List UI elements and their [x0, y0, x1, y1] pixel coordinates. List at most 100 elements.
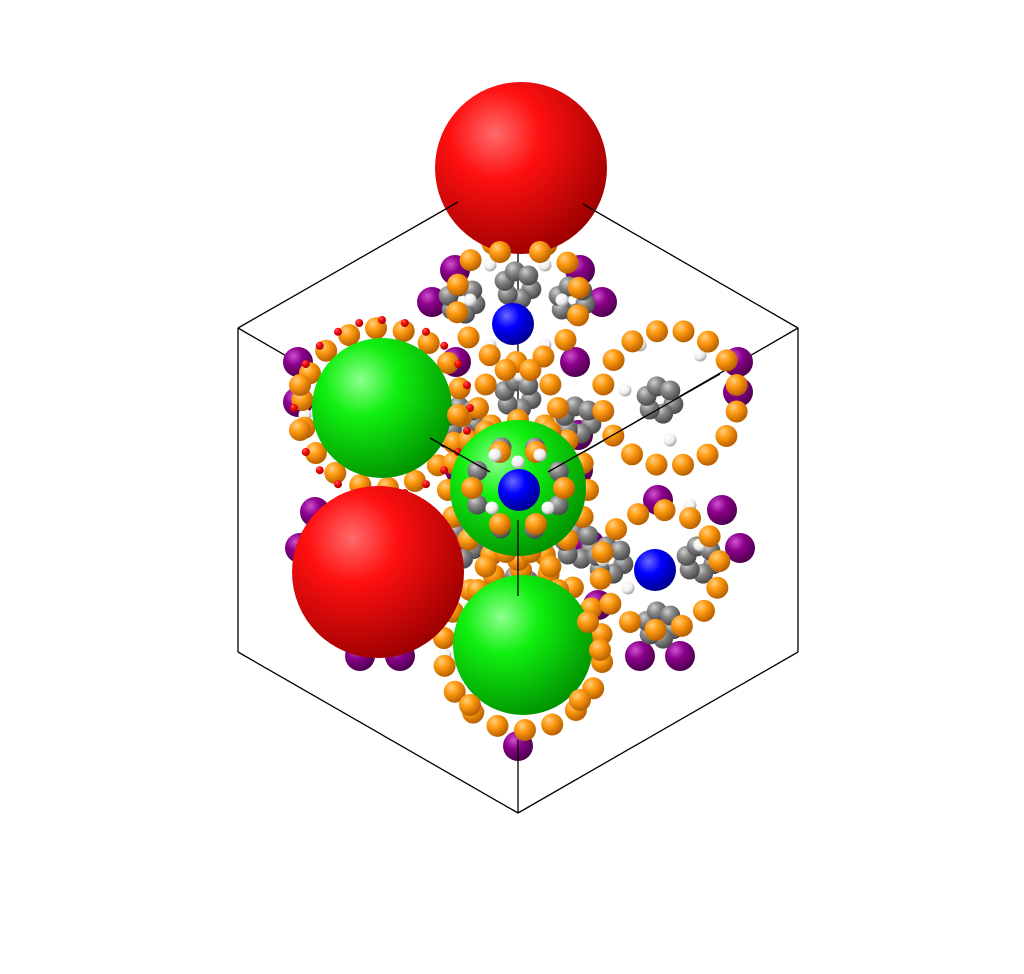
oxygen-atom	[554, 328, 577, 351]
oxygen-atom	[605, 518, 628, 541]
pore-rim	[400, 318, 409, 327]
halogen-atom	[707, 495, 737, 525]
oxygen-atom	[708, 550, 731, 573]
cell-edge	[582, 203, 799, 329]
oxygen-atom	[644, 618, 667, 641]
oxygen-atom	[459, 694, 481, 716]
oxygen-atom	[556, 251, 579, 274]
pore-rim	[301, 448, 310, 456]
oxygen-atom	[627, 503, 650, 526]
oxygen-atom	[529, 241, 551, 263]
cell-edge	[237, 651, 519, 814]
pore-sphere-red	[292, 486, 464, 658]
halogen-atom	[560, 347, 590, 377]
pore-rim	[463, 426, 472, 435]
oxygen-atom	[489, 513, 511, 535]
hydrogen-atom	[485, 501, 499, 515]
pore-sphere-green	[453, 575, 593, 715]
oxygen-atom	[289, 374, 311, 396]
oxygen-atom	[494, 358, 517, 381]
atom-layer	[283, 82, 755, 761]
oxygen-atom	[715, 424, 738, 447]
oxygen-atom	[417, 332, 440, 355]
oxygen-atom	[591, 541, 614, 564]
carbon-atom	[467, 494, 488, 515]
oxygen-atom	[698, 525, 721, 548]
oxygen-atom	[599, 592, 622, 615]
oxygen-atom	[725, 400, 748, 423]
oxygen-atom	[474, 555, 497, 578]
oxygen-atom	[541, 713, 564, 736]
oxygen-atom	[304, 442, 327, 465]
hydrogen-atom	[621, 581, 635, 595]
carbon-atom	[660, 380, 681, 401]
oxygen-atom	[392, 319, 415, 342]
pore-sphere-red	[435, 82, 607, 254]
pore-rim	[422, 480, 430, 489]
oxygen-atom	[567, 304, 590, 327]
oxygen-atom	[446, 301, 469, 324]
oxygen-atom	[577, 611, 599, 633]
oxygen-atom	[569, 689, 591, 711]
hydrogen-atom	[663, 433, 677, 447]
oxygen-atom	[589, 567, 612, 590]
pore-sphere-green	[312, 338, 452, 478]
carbon-atom	[548, 461, 569, 482]
hydrogen-atom	[618, 383, 632, 397]
unit-cell-front-edges	[237, 201, 799, 814]
hydrogen-atom	[511, 455, 525, 469]
oxygen-atom	[547, 397, 569, 419]
oxygen-atom	[725, 373, 748, 396]
oxygen-atom	[706, 576, 729, 599]
carbon-atom	[610, 540, 631, 561]
pore-rim	[315, 466, 324, 475]
cell-edge	[429, 437, 491, 473]
pore-rim	[334, 327, 342, 336]
oxygen-atom	[486, 714, 509, 737]
oxygen-atom	[539, 373, 562, 396]
oxygen-atom	[589, 639, 611, 661]
oxygen-atom	[553, 477, 575, 499]
oxygen-atom	[513, 718, 536, 741]
hydrogen-atom	[555, 293, 569, 307]
hydrogen-atom	[488, 448, 502, 462]
oxygen-atom	[653, 499, 676, 522]
oxygen-atom	[672, 320, 695, 343]
cell-edge	[237, 201, 459, 329]
pore-rim	[463, 381, 472, 390]
oxygen-atom	[618, 610, 641, 633]
oxygen-atom	[324, 461, 347, 484]
oxygen-atom	[670, 614, 693, 637]
oxygen-atom	[338, 324, 361, 347]
pore-rim	[454, 360, 463, 368]
oxygen-atom	[525, 513, 547, 535]
halogen-atom	[725, 533, 755, 563]
oxygen-atom	[489, 241, 511, 263]
pore-rim	[290, 404, 298, 412]
oxygen-atom	[459, 249, 482, 272]
pore-rim	[440, 341, 449, 350]
oxygen-atom	[602, 424, 625, 447]
metal-atom	[492, 303, 534, 345]
oxygen-atom	[478, 344, 501, 367]
pore-rim	[422, 327, 430, 336]
oxygen-atom	[447, 404, 469, 426]
oxygen-atom	[679, 507, 702, 530]
oxygen-atom	[692, 599, 715, 622]
metal-atom	[498, 469, 540, 511]
cell-edge	[517, 651, 799, 814]
oxygen-atom	[403, 469, 426, 492]
pore-rim	[334, 480, 342, 489]
hydrogen-atom	[693, 348, 707, 362]
oxygen-atom	[437, 351, 460, 374]
hydrogen-atom	[541, 501, 555, 515]
oxygen-atom	[457, 326, 480, 349]
metal-atom	[634, 549, 676, 591]
oxygen-atom	[519, 358, 542, 381]
pore-rim	[301, 360, 310, 368]
oxygen-atom	[592, 373, 615, 396]
halogen-atom	[665, 641, 695, 671]
pore-rim	[378, 316, 386, 324]
oxygen-atom	[446, 273, 469, 296]
